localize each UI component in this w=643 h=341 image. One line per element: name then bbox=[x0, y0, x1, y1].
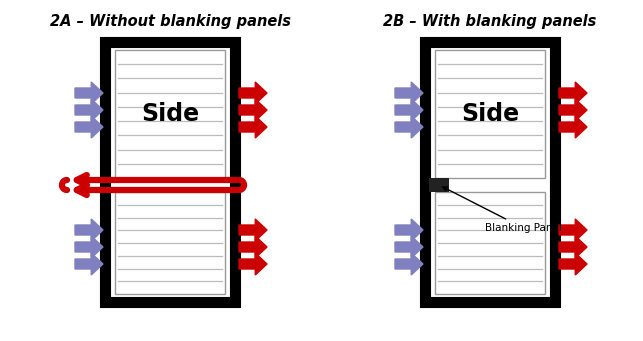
Polygon shape bbox=[559, 236, 587, 258]
Polygon shape bbox=[559, 99, 587, 121]
Polygon shape bbox=[75, 116, 103, 138]
Polygon shape bbox=[395, 236, 423, 258]
Polygon shape bbox=[239, 236, 267, 258]
Polygon shape bbox=[75, 253, 103, 275]
Polygon shape bbox=[239, 253, 267, 275]
Text: Blanking Panel: Blanking Panel bbox=[443, 187, 562, 233]
Bar bbox=[115, 192, 225, 294]
Text: 2B – With blanking panels: 2B – With blanking panels bbox=[383, 14, 597, 29]
Polygon shape bbox=[239, 99, 267, 121]
Polygon shape bbox=[239, 219, 267, 241]
Polygon shape bbox=[75, 82, 103, 104]
Text: Side: Side bbox=[141, 102, 199, 126]
Polygon shape bbox=[395, 219, 423, 241]
Text: 2A – Without blanking panels: 2A – Without blanking panels bbox=[50, 14, 291, 29]
Polygon shape bbox=[75, 219, 103, 241]
Polygon shape bbox=[395, 253, 423, 275]
Polygon shape bbox=[75, 236, 103, 258]
Bar bbox=[435, 50, 545, 178]
Polygon shape bbox=[559, 116, 587, 138]
Polygon shape bbox=[559, 253, 587, 275]
Bar bbox=[115, 50, 225, 178]
Polygon shape bbox=[395, 116, 423, 138]
Polygon shape bbox=[559, 82, 587, 104]
Polygon shape bbox=[395, 99, 423, 121]
Bar bbox=[435, 192, 545, 294]
Polygon shape bbox=[559, 219, 587, 241]
Text: Side: Side bbox=[461, 102, 519, 126]
Polygon shape bbox=[395, 82, 423, 104]
Bar bbox=[425, 42, 555, 302]
Polygon shape bbox=[239, 116, 267, 138]
Polygon shape bbox=[75, 99, 103, 121]
Bar bbox=[429, 178, 449, 192]
Bar bbox=[105, 42, 235, 302]
Polygon shape bbox=[239, 82, 267, 104]
